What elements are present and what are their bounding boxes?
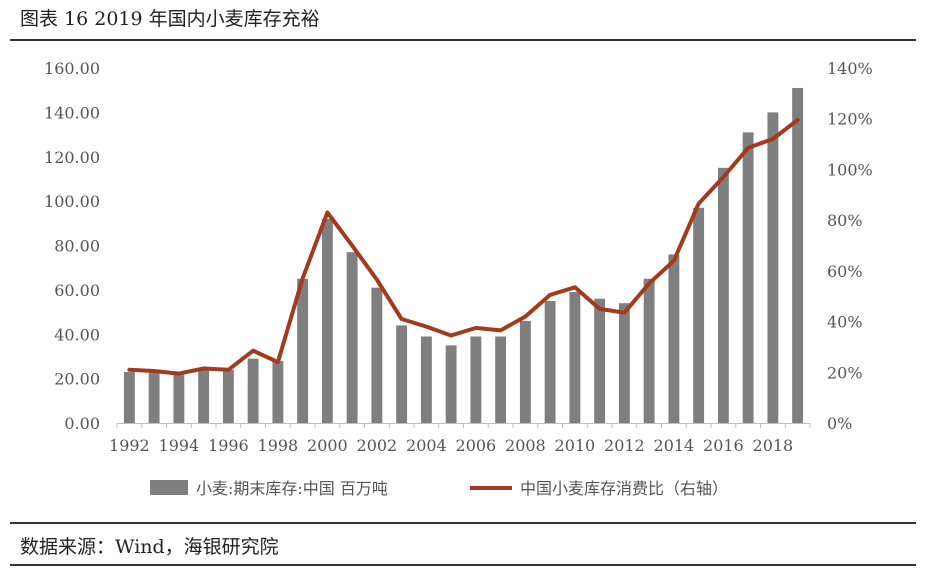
left-tick-label: 20.00: [54, 370, 100, 389]
bar: [693, 207, 705, 423]
legend-line-label: 中国小麦库存消费比（右轴）: [520, 479, 728, 498]
bar: [198, 369, 210, 423]
legend-bar-swatch: [150, 480, 188, 495]
source-rule-bottom: [10, 564, 916, 566]
legend-bar-label: 小麦:期末库存:中国 百万吨: [196, 479, 388, 498]
right-tick-label: 40%: [827, 313, 863, 332]
bar: [742, 132, 754, 423]
left-tick-label: 120.00: [44, 148, 100, 167]
bar: [544, 300, 556, 423]
right-y-axis: 0% 20% 40% 60% 80% 100% 120% 140%: [827, 59, 873, 433]
x-tick-label: 2016: [703, 436, 744, 455]
bar: [717, 167, 729, 423]
right-tick-label: 0%: [827, 414, 852, 433]
left-tick-label: 140.00: [44, 103, 100, 122]
bar: [321, 218, 333, 423]
right-tick-label: 120%: [827, 110, 873, 129]
x-tick-label: 1992: [109, 436, 150, 455]
left-tick-label: 60.00: [54, 281, 100, 300]
left-tick-label: 100.00: [44, 192, 100, 211]
right-tick-label: 20%: [827, 363, 863, 382]
bar: [371, 287, 383, 423]
left-tick-label: 40.00: [54, 325, 100, 344]
bar: [792, 87, 804, 423]
bar: [272, 360, 284, 423]
chart-title: 图表 16 2019 年国内小麦库存充裕: [20, 8, 320, 30]
bar: [668, 254, 680, 423]
x-tick-label: 2012: [604, 436, 645, 455]
bar: [618, 303, 630, 423]
bar: [420, 336, 432, 423]
bar: [767, 112, 779, 423]
bar: [297, 278, 309, 423]
bar: [396, 325, 408, 423]
x-tick-label: 1998: [258, 436, 299, 455]
bar: [470, 336, 482, 423]
right-tick-label: 60%: [827, 262, 863, 281]
left-tick-label: 80.00: [54, 237, 100, 256]
bar: [173, 374, 185, 423]
x-tick-label: 2004: [406, 436, 447, 455]
bar: [594, 298, 606, 423]
x-tick-label: 2014: [654, 436, 695, 455]
source-note: 数据来源：Wind，海银研究院: [20, 536, 279, 558]
bar: [247, 358, 259, 423]
bar: [519, 320, 531, 423]
line-series: [127, 118, 800, 376]
bar: [222, 369, 234, 423]
x-tick-label: 1994: [159, 436, 200, 455]
bar: [569, 292, 581, 423]
right-tick-label: 140%: [827, 59, 873, 78]
left-y-axis: 0.00 20.00 40.00 60.00 80.00 100.00 120.00 140.…: [44, 59, 100, 433]
bar-series: [123, 87, 804, 423]
source-rule-top: [10, 522, 916, 524]
right-tick-label: 100%: [827, 160, 873, 179]
x-axis: 1992 1994 1996 1998 2000 2002 2004 2006 2008 2010…: [109, 423, 811, 455]
bar: [123, 371, 135, 423]
bar: [148, 371, 160, 423]
bar: [445, 345, 457, 423]
bar: [495, 336, 507, 423]
left-tick-label: 0.00: [64, 414, 100, 433]
legend: 小麦:期末库存:中国 百万吨 中国小麦库存消费比（右轴）: [150, 479, 728, 498]
right-tick-label: 80%: [827, 211, 863, 230]
x-tick-label: 1996: [208, 436, 249, 455]
x-tick-label: 2000: [307, 436, 348, 455]
left-tick-label: 160.00: [44, 59, 100, 78]
bar: [346, 252, 358, 423]
ratio-line: [127, 118, 800, 376]
x-tick-label: 2006: [456, 436, 497, 455]
x-tick-label: 2008: [505, 436, 546, 455]
x-tick-label: 2018: [753, 436, 794, 455]
bar: [643, 278, 655, 423]
x-tick-label: 2010: [555, 436, 596, 455]
x-tick-label: 2002: [357, 436, 398, 455]
title-rule: [10, 39, 916, 41]
